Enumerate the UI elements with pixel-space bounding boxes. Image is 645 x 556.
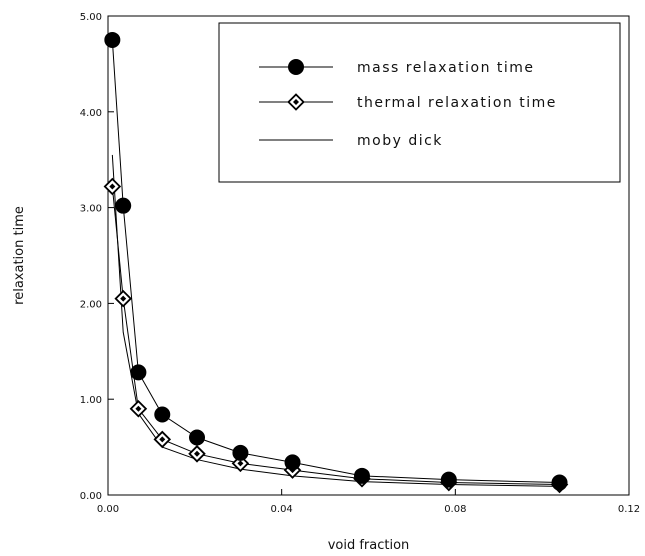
legend-entry: mass relaxation time: [259, 59, 535, 76]
data-point: [130, 364, 147, 381]
data-point: [129, 400, 148, 418]
legend-entry: thermal relaxation time: [259, 93, 557, 111]
legend-marker: [288, 59, 304, 75]
data-point: [353, 467, 370, 484]
legend-label: mass relaxation time: [357, 60, 535, 76]
series-line: [111, 186, 560, 485]
data-point: [154, 406, 171, 423]
y-tick-label: 5.00: [80, 12, 102, 23]
data-point: [232, 444, 249, 461]
y-tick-label: 2.00: [80, 299, 102, 310]
y-axis-title: relaxation time: [12, 206, 27, 305]
data-point: [114, 289, 132, 308]
y-tick-label: 3.00: [80, 204, 102, 215]
data-point: [189, 429, 206, 446]
data-point: [551, 474, 568, 491]
legend: mass relaxation time thermal relaxation t…: [218, 22, 621, 183]
legend-marker: [287, 93, 305, 111]
legend-label: moby dick: [357, 133, 443, 149]
x-tick-label: 0.04: [271, 504, 293, 515]
series-thermal-relaxation-time: [103, 177, 569, 494]
series-mass-relaxation-time: [104, 31, 568, 491]
data-point: [440, 471, 457, 488]
series-layer: [103, 31, 569, 494]
data-point: [103, 177, 122, 196]
y-tick-label: 4.00: [80, 108, 102, 119]
y-tick-label: 1.00: [80, 395, 102, 406]
series-line: [111, 154, 560, 487]
series-moby-dick: [111, 154, 560, 487]
legend-label: thermal relaxation time: [357, 95, 557, 111]
data-point: [104, 31, 121, 48]
x-tick-label: 0.12: [618, 504, 640, 515]
x-tick-label: 0.00: [97, 504, 119, 515]
data-point: [153, 430, 172, 449]
data-point: [115, 197, 132, 214]
data-point: [188, 445, 206, 463]
x-tick-label: 0.08: [444, 504, 466, 515]
x-axis: 0.00 0.04 0.08 0.12: [97, 489, 640, 515]
legend-entry: moby dick: [259, 133, 443, 149]
y-axis: 0.00 1.00 2.00 3.00 4.00 5.00: [80, 12, 114, 502]
plot-frame: [107, 15, 630, 496]
x-axis-title: void fraction: [328, 538, 410, 553]
data-point: [284, 454, 301, 471]
legend-entries: mass relaxation time thermal relaxation t…: [259, 59, 557, 149]
series-line: [111, 39, 560, 484]
y-tick-label: 0.00: [80, 491, 102, 502]
